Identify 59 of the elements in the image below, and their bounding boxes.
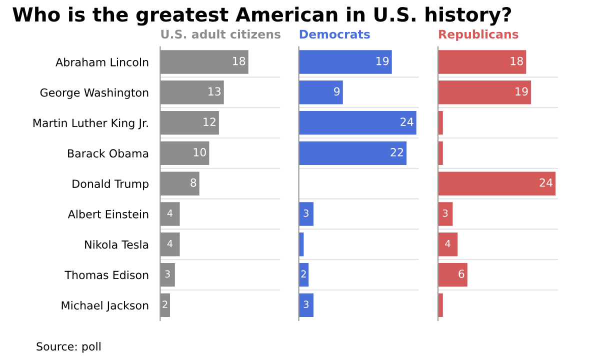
- bar: [438, 262, 468, 287]
- bar: [438, 293, 443, 318]
- bar: [438, 141, 443, 166]
- y-tick-label: George Washington: [40, 88, 148, 99]
- data-label: 4: [167, 240, 173, 248]
- y-tick-label: Abraham Lincoln: [56, 58, 148, 66]
- data-label: 19: [376, 56, 389, 66]
- data-label: 13: [208, 87, 221, 96]
- data-label: 3: [304, 300, 308, 308]
- data-label: 22: [390, 148, 403, 156]
- data-label: 3: [304, 209, 308, 217]
- bar: [298, 202, 314, 226]
- data-label: 3: [442, 209, 448, 217]
- y-tick-label: Martin Luther King Jr.: [33, 118, 148, 130]
- chart-title: Republicans: [439, 29, 518, 41]
- bar: [298, 50, 392, 74]
- y-tick-label: Albert Einstein: [68, 210, 148, 218]
- bar: [160, 232, 180, 256]
- data-label: 12: [204, 118, 216, 126]
- bar: [438, 80, 532, 104]
- y-tick-label: Donald Trump: [72, 179, 148, 190]
- bar: [160, 172, 200, 196]
- source-note: Source: poll: [36, 342, 100, 353]
- y-tick-label: Barack Obama: [68, 148, 148, 158]
- chart-subtitle: Who is the greatest American in U.S. history?: [12, 6, 512, 26]
- data-label: 19: [516, 87, 528, 96]
- bar: [438, 232, 458, 256]
- data-label: 8: [190, 178, 196, 187]
- data-label: 18: [510, 56, 523, 66]
- bar: [438, 202, 453, 226]
- data-label: 9: [334, 87, 340, 96]
- bar: [438, 172, 556, 196]
- data-label: 3: [165, 270, 170, 278]
- data-label: 24: [540, 178, 552, 187]
- bar: [160, 50, 248, 74]
- y-tick-label: Thomas Edison: [64, 270, 148, 280]
- bar: [160, 141, 210, 166]
- bar: [438, 110, 443, 135]
- chart-title: U.S. adult citizens: [161, 29, 280, 39]
- bar: [160, 80, 224, 104]
- data-label: 4: [445, 240, 450, 248]
- bar: [160, 110, 219, 135]
- bar: [160, 262, 175, 287]
- y-tick-label: Michael Jackson: [62, 300, 148, 312]
- chart-title: Democrats: [300, 30, 370, 39]
- data-label: 2: [162, 300, 168, 308]
- data-label: 18: [232, 56, 246, 66]
- data-label: 10: [194, 148, 206, 156]
- data-label: 4: [167, 210, 173, 217]
- data-label: 24: [400, 118, 414, 126]
- bar: [160, 202, 180, 226]
- y-tick-label: Nikola Tesla: [85, 240, 148, 249]
- bar: [298, 141, 407, 166]
- bar: [298, 110, 416, 135]
- bar: [438, 50, 526, 74]
- bar: [298, 293, 314, 318]
- bar: [298, 80, 343, 104]
- data-label: 6: [458, 270, 464, 278]
- data-label: 2: [301, 270, 306, 278]
